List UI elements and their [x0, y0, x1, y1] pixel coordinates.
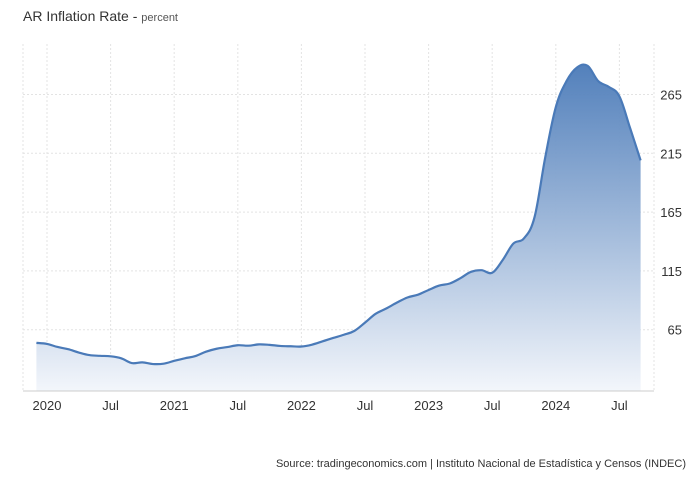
- y-tick-label: 215: [660, 146, 682, 161]
- y-tick-label: 65: [668, 323, 682, 338]
- chart-title: AR Inflation Rate: [23, 8, 129, 24]
- x-tick-label: 2024: [541, 398, 570, 413]
- series-line: [36, 63, 642, 366]
- y-tick-label: 265: [660, 88, 682, 103]
- x-tick-label: Jul: [611, 398, 628, 413]
- source-note: Source: tradingeconomics.com | Instituto…: [275, 458, 686, 470]
- x-tick-label: 2021: [160, 398, 189, 413]
- x-tick-label: Jul: [229, 398, 246, 413]
- y-axis-ticks: 65 115 165 215 265: [660, 88, 682, 338]
- chart-subtitle: percent: [141, 12, 178, 24]
- x-tick-label: Jul: [484, 398, 501, 413]
- x-tick-label: Jul: [357, 398, 374, 413]
- y-tick-label: 115: [661, 264, 682, 279]
- series-area: [36, 64, 641, 391]
- x-tick-label: 2020: [33, 398, 62, 413]
- x-tick-label: 2023: [414, 398, 443, 413]
- chart-title-block: AR Inflation Rate - percent: [23, 8, 178, 24]
- y-tick-label: 165: [660, 205, 682, 220]
- x-tick-label: Jul: [102, 398, 119, 413]
- x-axis-ticks: 2020 Jul 2021 Jul 2022 Jul 2023 Jul 2024 Jul: [33, 398, 628, 413]
- x-tick-label: 2022: [287, 398, 316, 413]
